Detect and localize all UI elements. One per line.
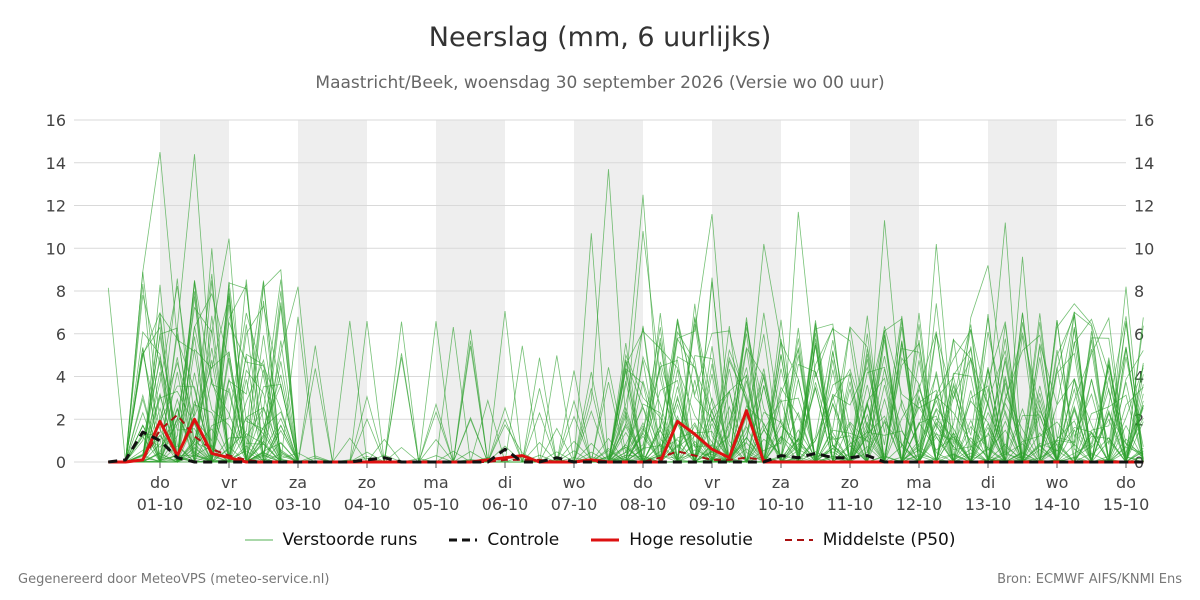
legend-label-high-res: Hoge resolutie: [629, 530, 753, 550]
y-tick-label-right: 12: [1134, 197, 1154, 216]
x-tick-date-label: 12-10: [896, 495, 943, 514]
ensemble-member-line: [108, 281, 1144, 464]
x-tick-date-label: 02-10: [206, 495, 253, 514]
x-tick-date-label: 15-10: [1103, 495, 1150, 514]
y-tick-label-right: 8: [1134, 282, 1144, 301]
x-tick-day-label: di: [981, 473, 996, 492]
y-tick-label-left: 8: [56, 282, 66, 301]
x-tick-day-label: ma: [906, 473, 931, 492]
x-tick-date-label: 06-10: [482, 495, 529, 514]
ensemble-member-line: [108, 286, 1144, 464]
x-tick-day-label: wo: [563, 473, 586, 492]
y-tick-label-right: 14: [1134, 154, 1154, 173]
x-tick-date-label: 07-10: [551, 495, 598, 514]
legend-item-ensemble: Verstoorde runs: [244, 530, 418, 550]
chart-title: Neerslag (mm, 6 uurlijks): [428, 22, 772, 53]
ensemble-member-line: [108, 211, 1144, 464]
y-tick-label-left: 12: [46, 197, 66, 216]
x-tick-date-label: 08-10: [620, 495, 667, 514]
y-tick-label-left: 0: [56, 453, 66, 472]
chart-legend: Verstoorde runs Controle Hoge resolutie …: [0, 530, 1200, 550]
ensemble-member-line: [108, 288, 1144, 464]
y-tick-label-left: 4: [56, 368, 66, 387]
x-tick-day-label: zo: [841, 473, 859, 492]
y-tick-label-right: 10: [1134, 239, 1154, 258]
x-tick-day-label: vr: [704, 473, 720, 492]
legend-label-control: Controle: [487, 530, 560, 550]
x-tick-day-label: do: [150, 473, 170, 492]
legend-label-ensemble: Verstoorde runs: [282, 530, 418, 550]
y-tick-label-right: 16: [1134, 111, 1154, 130]
x-tick-day-label: zo: [358, 473, 376, 492]
chart-subtitle: Maastricht/Beek, woensdag 30 september 2…: [315, 73, 885, 93]
x-tick-day-label: do: [1116, 473, 1136, 492]
x-tick-date-label: 01-10: [137, 495, 184, 514]
legend-label-median: Middelste (P50): [822, 530, 956, 550]
ensemble-member-line: [108, 256, 1144, 463]
y-tick-label-left: 16: [46, 111, 66, 130]
x-tick-day-label: do: [633, 473, 653, 492]
x-tick-date-label: 13-10: [965, 495, 1012, 514]
x-tick-date-label: 04-10: [344, 495, 391, 514]
footer-generated-by: Gegenereerd door MeteoVPS (meteo-service…: [18, 572, 330, 587]
x-tick-day-label: di: [498, 473, 513, 492]
ensemble-member-line: [108, 286, 1144, 463]
x-tick-date-label: 03-10: [275, 495, 322, 514]
legend-item-median: Middelste (P50): [784, 530, 956, 550]
y-tick-label-right: 6: [1134, 325, 1144, 344]
footer-source: Bron: ECMWF AIFS/KNMI Ens: [997, 572, 1182, 587]
y-tick-label-right: 4: [1134, 368, 1144, 387]
x-tick-date-label: 14-10: [1034, 495, 1081, 514]
ensemble-member-line: [108, 280, 1144, 464]
y-tick-label-left: 2: [56, 410, 66, 429]
legend-item-high-res: Hoge resolutie: [591, 530, 753, 550]
legend-item-control: Controle: [449, 530, 559, 550]
x-tick-date-label: 10-10: [758, 495, 805, 514]
x-tick-day-label: wo: [1046, 473, 1069, 492]
y-tick-label-left: 14: [46, 154, 66, 173]
x-tick-day-label: ma: [423, 473, 448, 492]
series-line-control: [108, 430, 1144, 464]
y-tick-label-left: 10: [46, 239, 66, 258]
x-tick-day-label: vr: [221, 473, 237, 492]
x-tick-day-label: za: [289, 473, 307, 492]
x-tick-day-label: za: [772, 473, 790, 492]
y-tick-label-left: 6: [56, 325, 66, 344]
x-tick-date-label: 11-10: [827, 495, 874, 514]
x-tick-date-label: 05-10: [413, 495, 460, 514]
x-tick-date-label: 09-10: [689, 495, 736, 514]
